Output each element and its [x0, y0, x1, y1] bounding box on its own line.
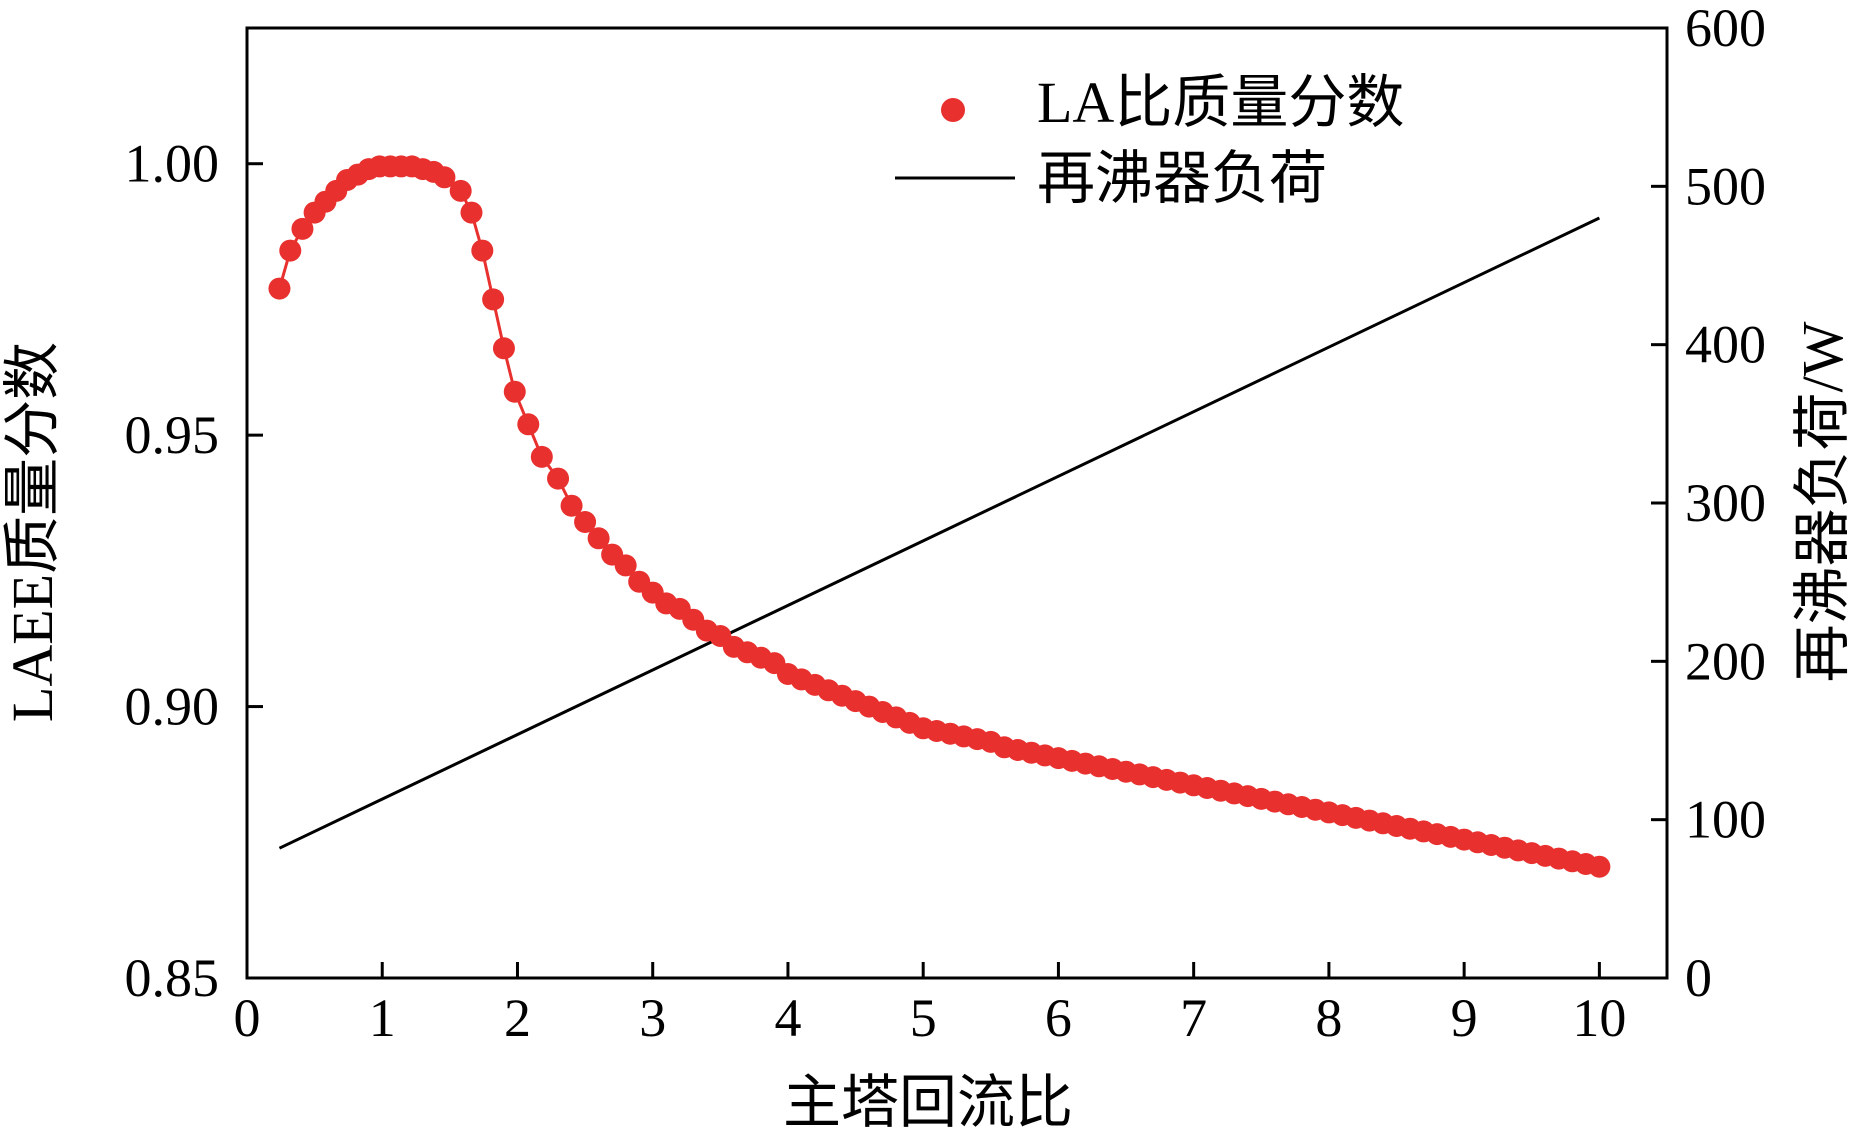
y-tick-label: 1.00 — [125, 134, 220, 194]
x-tick-label: 0 — [234, 988, 261, 1048]
y-axis-right: 0 100 200 300 400 500 600 — [1651, 0, 1766, 1008]
y2-tick-label: 100 — [1685, 790, 1766, 850]
x-tick-label: 7 — [1180, 988, 1207, 1048]
la-fraction-point — [291, 217, 314, 240]
la-fraction-point — [560, 494, 583, 517]
y-tick-label: 0.90 — [125, 677, 220, 737]
x-tick-label: 2 — [504, 988, 531, 1048]
y-axis-title-left: LAEE质量分数 — [0, 342, 65, 722]
la-fraction-point — [503, 380, 526, 403]
la-fraction-point — [433, 166, 456, 189]
la-fraction-point — [517, 413, 540, 436]
y2-tick-label: 600 — [1685, 0, 1766, 58]
la-fraction-point — [279, 239, 302, 262]
la-fraction-point — [492, 337, 515, 360]
la-fraction-point — [460, 201, 483, 224]
x-tick-label: 6 — [1045, 988, 1072, 1048]
la-fraction-point — [574, 511, 597, 533]
x-tick-label: 1 — [369, 988, 396, 1048]
x-tick-label: 5 — [910, 988, 937, 1048]
x-axis-title: 主塔回流比 — [783, 1070, 1073, 1132]
legend-label-reboiler: 再沸器负荷 — [1037, 146, 1327, 211]
y-tick-label: 0.85 — [125, 948, 220, 1008]
la-fraction-point — [471, 239, 494, 262]
la-fraction-line — [278, 164, 1600, 869]
reboiler-load-line — [278, 216, 1601, 850]
x-tick-label: 8 — [1315, 988, 1342, 1048]
series-layer — [268, 155, 1611, 878]
y-axis-title-right: 再沸器负荷/W — [1790, 321, 1855, 682]
y2-tick-label: 0 — [1685, 948, 1712, 1008]
la-fraction-point — [530, 445, 553, 468]
x-tick-label: 10 — [1572, 988, 1626, 1048]
la-fraction-point — [547, 467, 570, 490]
la-fraction-point — [587, 527, 610, 550]
la-fraction-point — [482, 288, 505, 311]
legend-marker-la — [941, 98, 965, 122]
la-fraction-point — [449, 179, 472, 202]
x-tick-label: 4 — [774, 988, 801, 1048]
y2-tick-label: 400 — [1685, 315, 1766, 375]
la-fraction-point — [1588, 855, 1611, 878]
la-fraction-point — [268, 277, 291, 300]
y-axis-left: 0.85 0.90 0.95 1.00 — [125, 134, 263, 1008]
x-axis: 0 1 2 3 4 5 6 7 8 9 10 — [234, 962, 1626, 1048]
y2-tick-label: 300 — [1685, 473, 1766, 533]
x-tick-label: 9 — [1451, 988, 1478, 1048]
y2-tick-label: 200 — [1685, 631, 1766, 691]
la-fraction-point — [614, 554, 637, 577]
legend-label-la: LA比质量分数 — [1037, 70, 1404, 135]
y-tick-label: 0.95 — [125, 405, 220, 465]
x-tick-label: 3 — [639, 988, 666, 1048]
y2-tick-label: 500 — [1685, 156, 1766, 216]
